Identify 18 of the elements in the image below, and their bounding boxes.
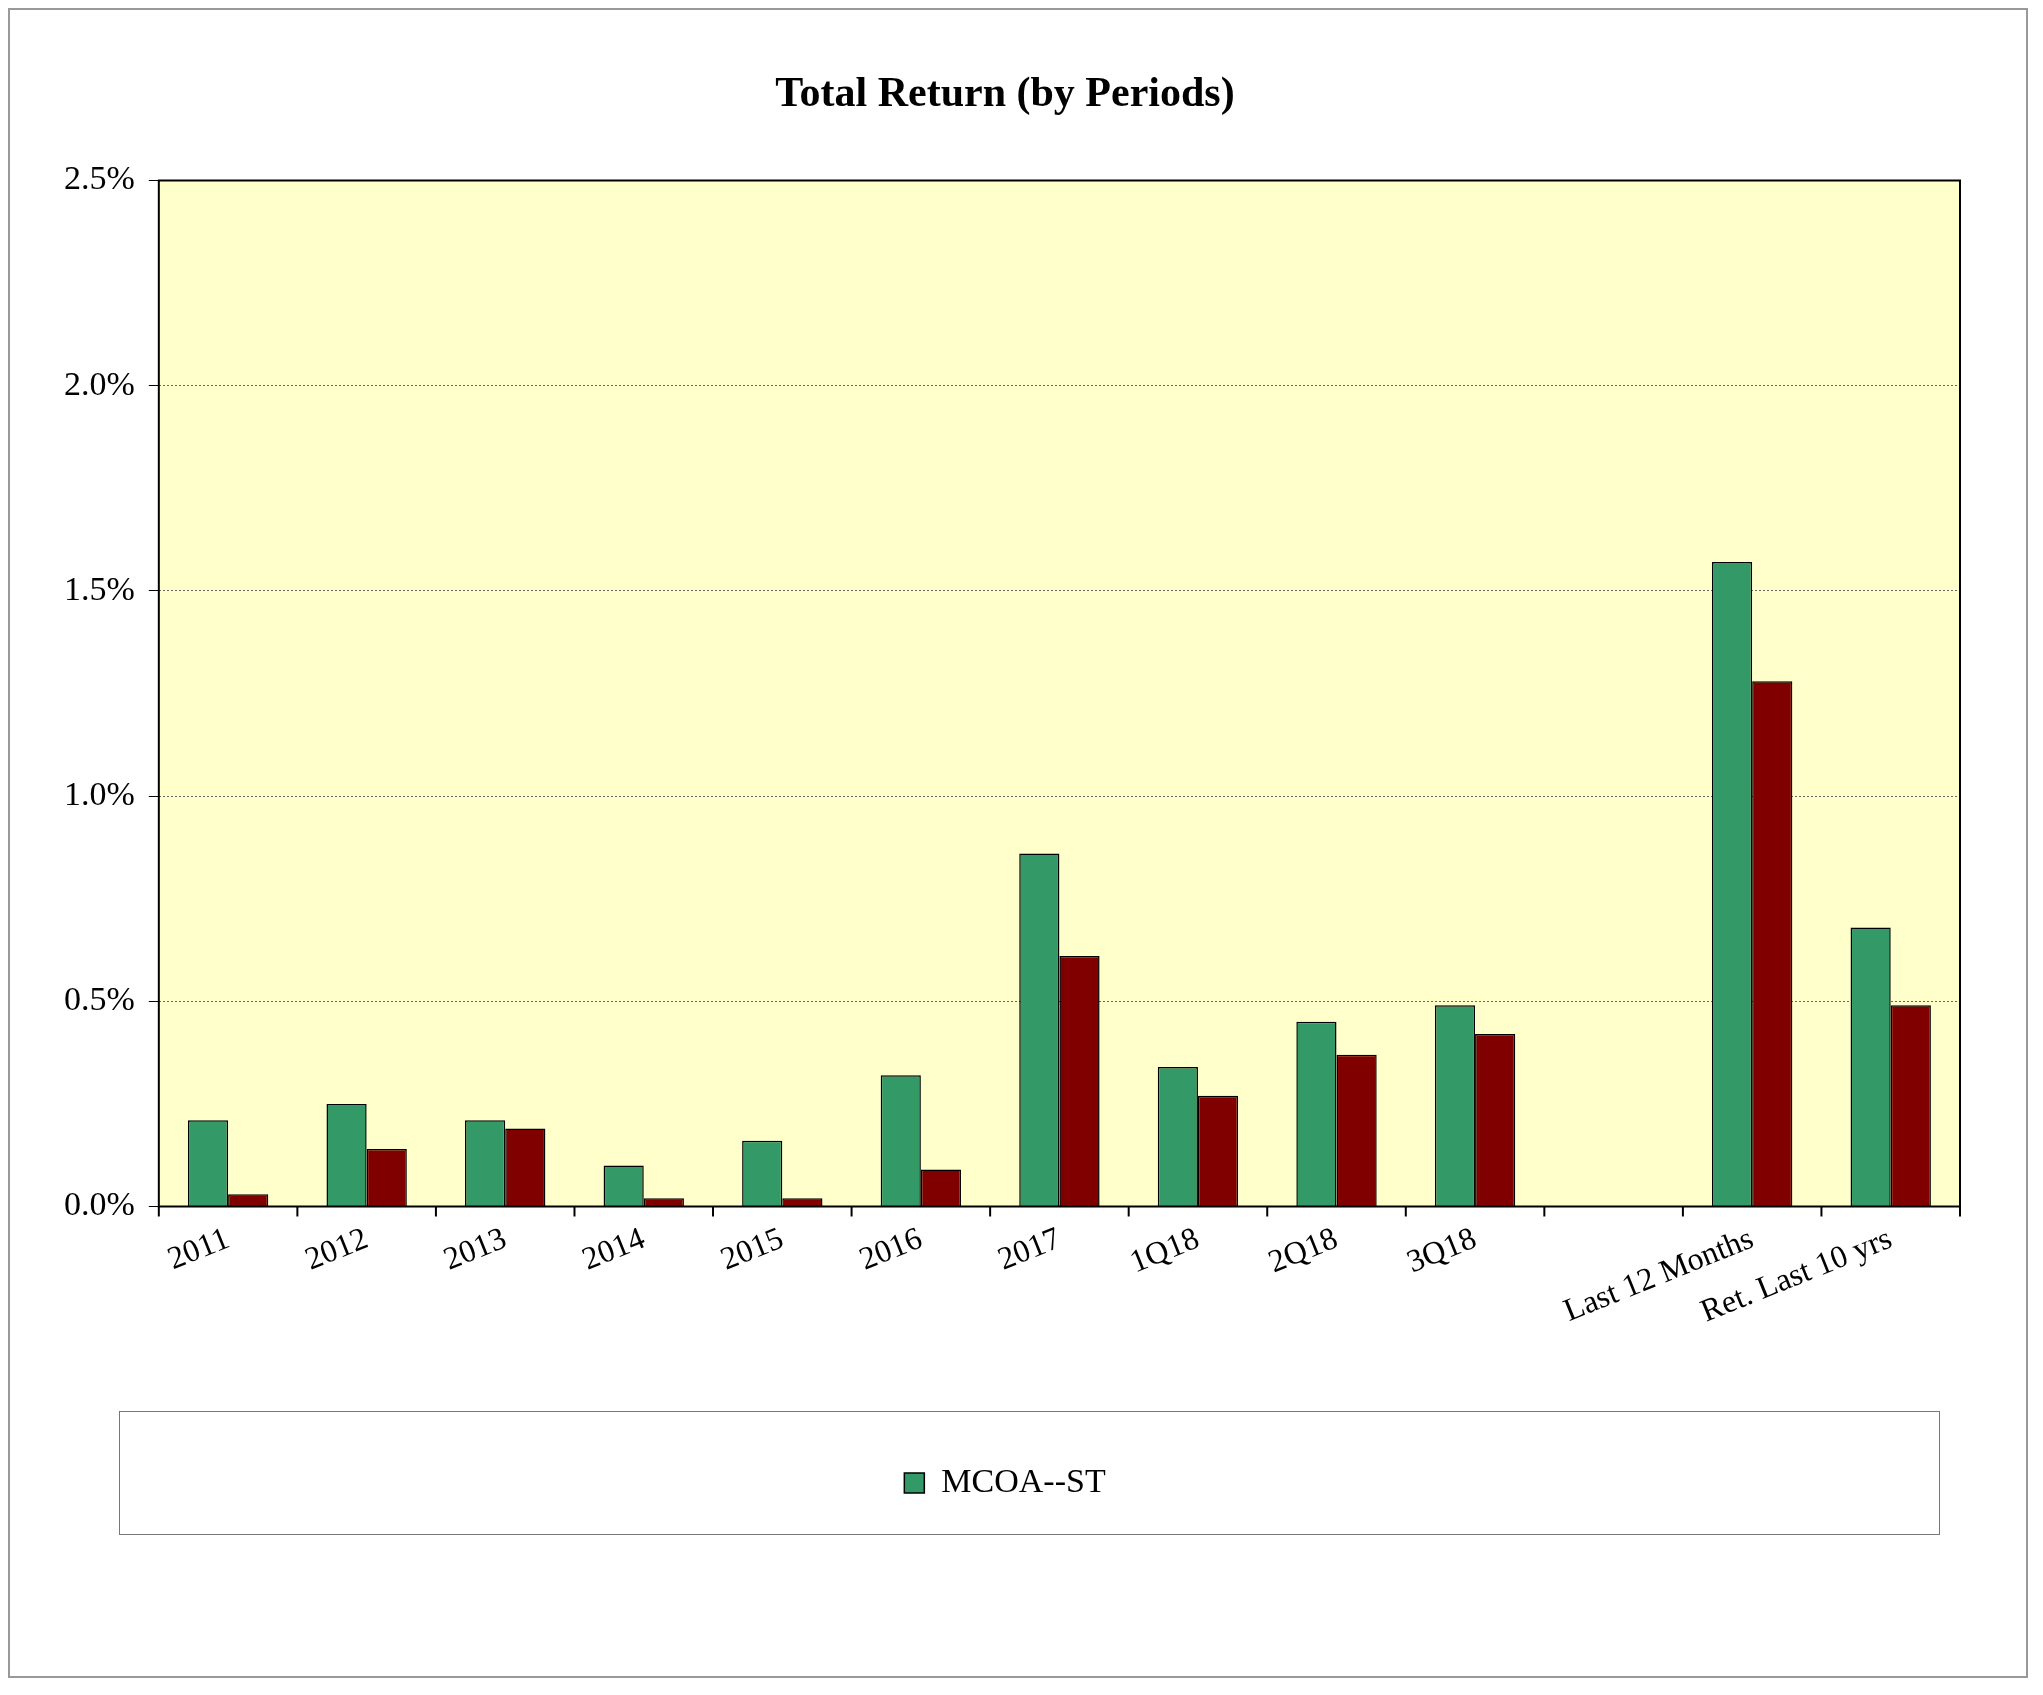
x-tick-label: 2Q18 [1262, 1219, 1343, 1280]
y-tick-label: 0.5% [63, 980, 135, 1018]
y-tick-label: 2.5% [63, 159, 135, 197]
y-tick-label: 1.5% [63, 569, 135, 607]
y-tick-label: 0.0% [63, 1185, 135, 1223]
x-tick-label: 2011 [162, 1219, 234, 1277]
x-tick-label: 2016 [853, 1219, 927, 1277]
x-tick-label: 2017 [992, 1219, 1066, 1277]
x-tick-label: 2015 [715, 1219, 789, 1277]
x-tick-label: 2012 [299, 1219, 373, 1277]
chart-title: Total Return (by Periods) [775, 69, 1235, 117]
y-tick-label: 1.0% [63, 774, 135, 812]
x-tick-label: 2013 [438, 1219, 511, 1277]
x-tick-label: 3Q18 [1401, 1219, 1481, 1280]
x-tick-label: 2014 [576, 1219, 650, 1277]
x-tick-label: 1Q18 [1124, 1219, 1204, 1280]
y-tick-label: 2.0% [63, 364, 135, 402]
legend-label: MCOA--ST [941, 1461, 1106, 1499]
